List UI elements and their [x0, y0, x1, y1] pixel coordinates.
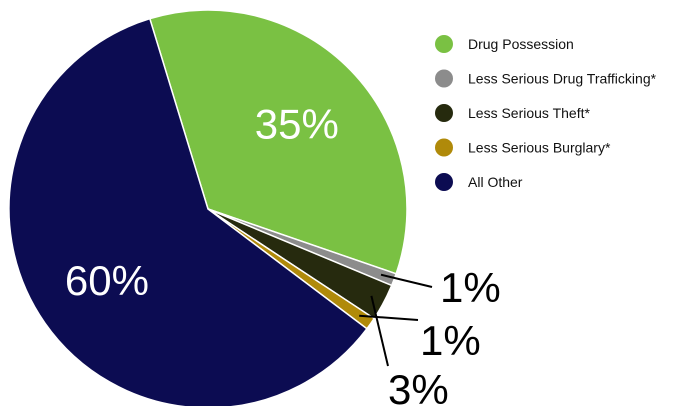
callout-line-less-serious-burglary: [359, 314, 419, 321]
legend-label-drug-possession: Drug Possession: [468, 36, 574, 52]
callout-label-less-serious-burglary: 1%: [420, 317, 481, 364]
callout-label-less-serious-theft: 3%: [388, 366, 449, 406]
chart-legend: Drug Possession Less Serious Drug Traffic…: [435, 35, 657, 191]
legend-label-all-other: All Other: [468, 174, 523, 190]
legend-swatch-less-serious-drug-trafficking: [435, 69, 453, 88]
slice-label-drug-possession: 35%: [255, 100, 339, 147]
pie-slices: [8, 9, 408, 406]
legend-swatch-drug-possession: [435, 35, 453, 53]
legend-label-less-serious-theft: Less Serious Theft*: [468, 105, 590, 121]
pie-slice-drug-possession: [148, 9, 408, 275]
callout-label-less-serious-drug-trafficking: 1%: [440, 264, 501, 311]
pie-slice-all-other: [8, 17, 368, 406]
pie-callouts: 1%3%1%: [359, 264, 501, 406]
legend-swatch-less-serious-burglary: [435, 138, 453, 157]
legend-swatch-all-other: [435, 173, 453, 191]
callout-line-less-serious-theft: [370, 295, 389, 367]
slice-label-all-other: 60%: [65, 257, 149, 304]
legend-swatch-less-serious-theft: [435, 104, 453, 122]
legend-label-less-serious-drug-trafficking: Less Serious Drug Trafficking*: [468, 71, 657, 87]
legend-label-less-serious-burglary: Less Serious Burglary*: [468, 140, 611, 156]
pie-slice-labels: 35% 60%: [65, 100, 339, 303]
callout-line-less-serious-drug-trafficking: [380, 273, 433, 288]
